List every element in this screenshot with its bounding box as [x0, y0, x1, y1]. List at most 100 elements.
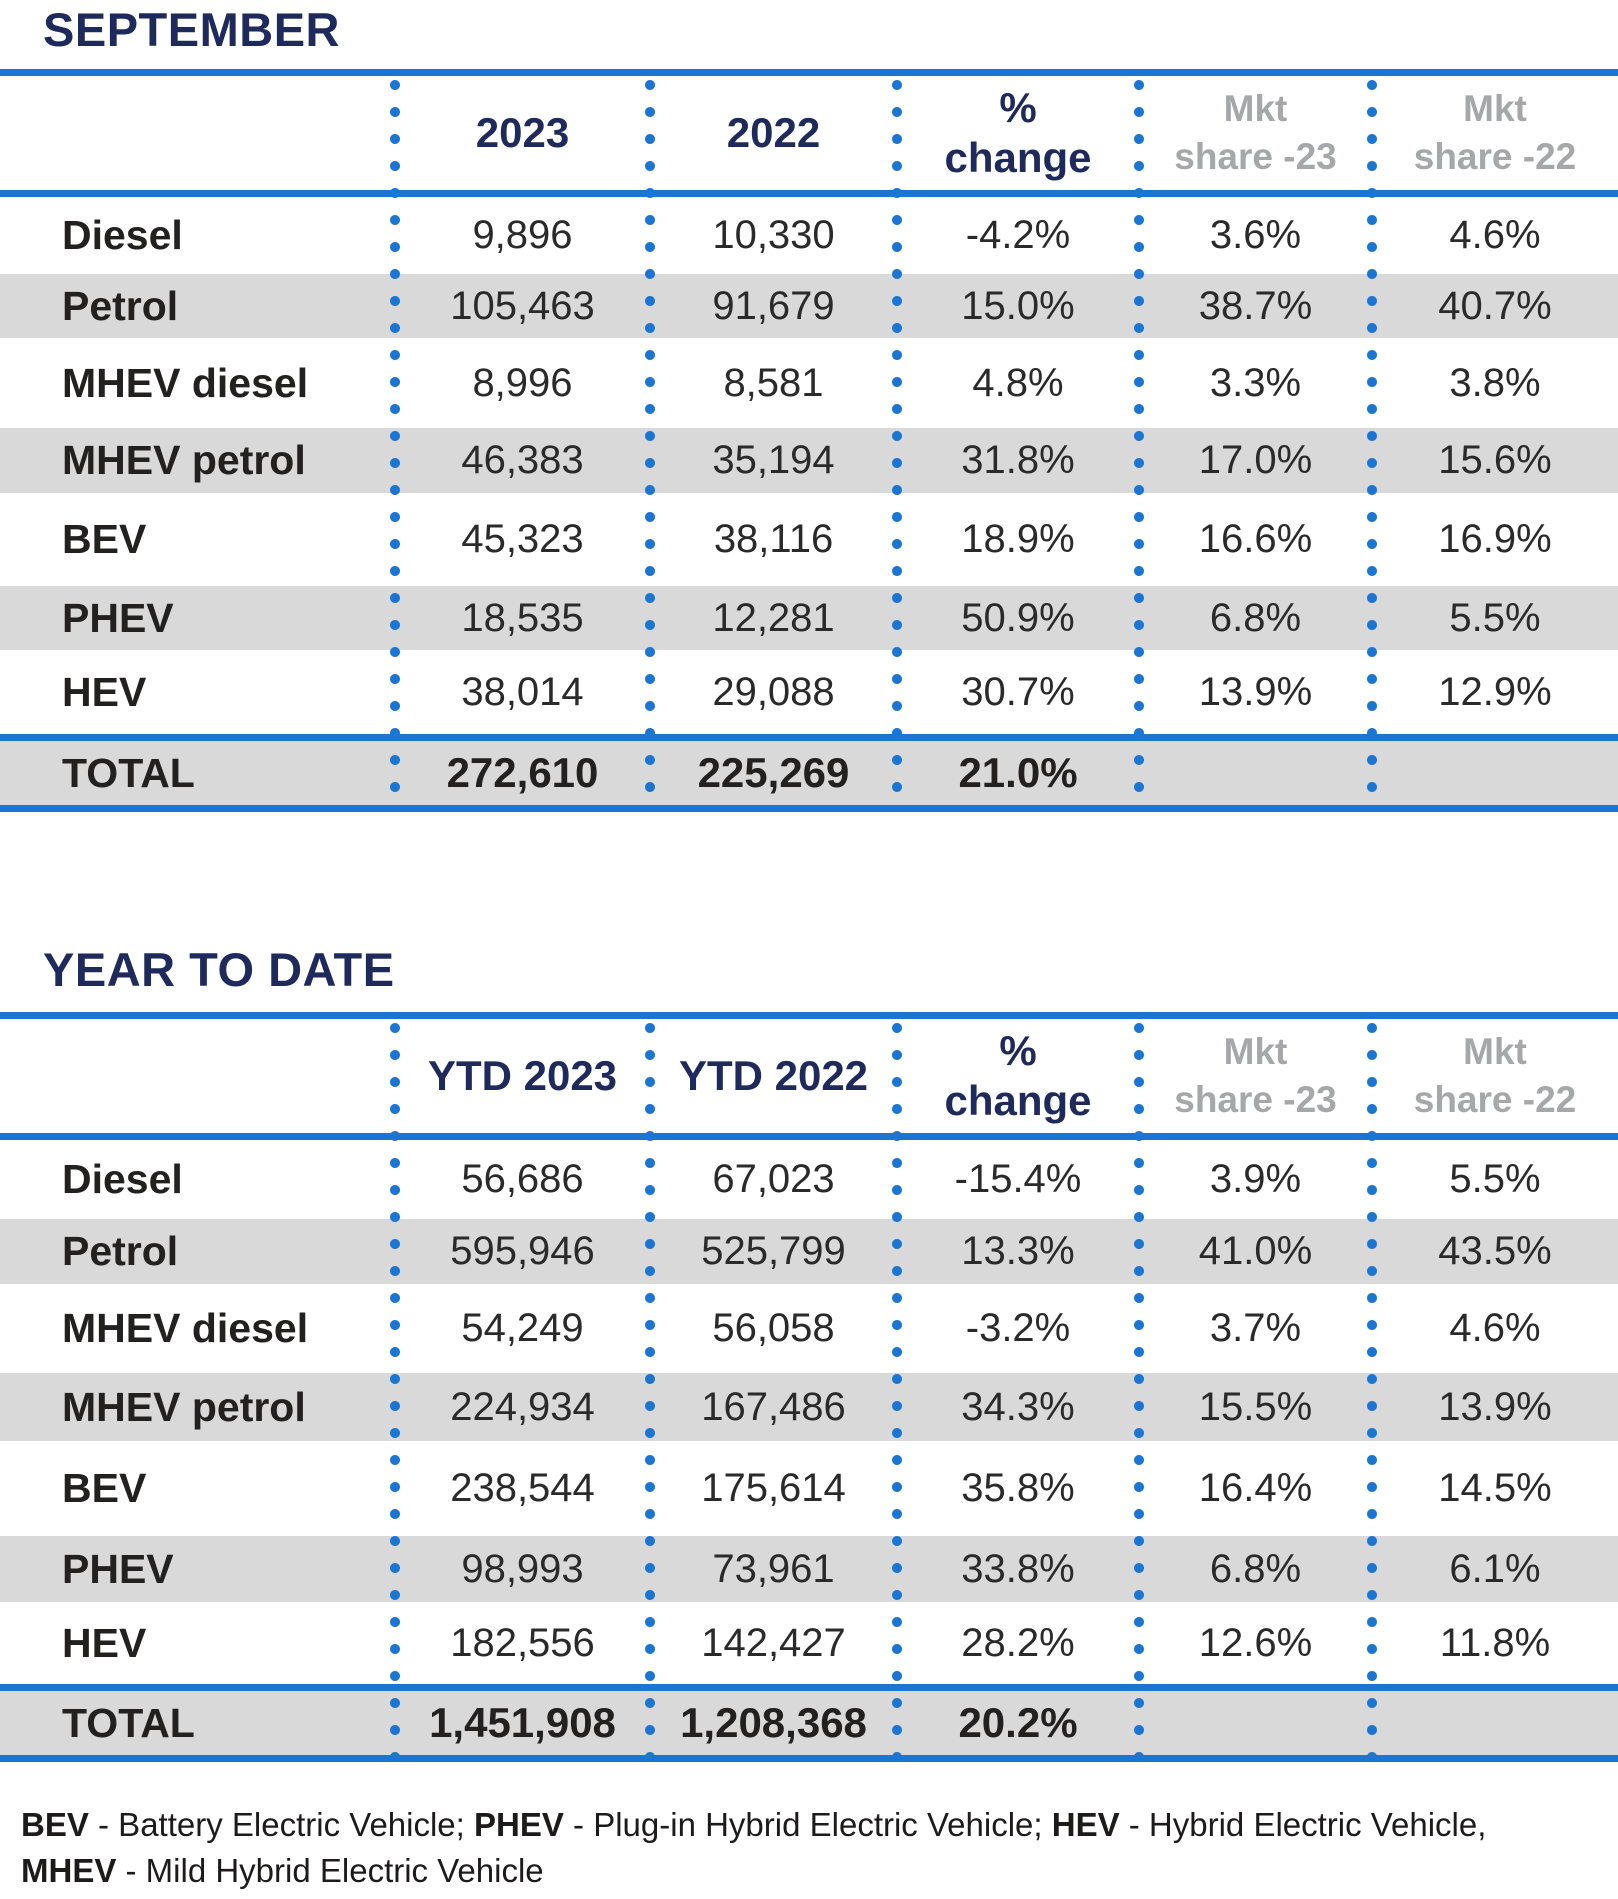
value-2023: 224,934	[450, 1384, 595, 1429]
column-header-line: %	[999, 84, 1037, 131]
horizontal-rule-top	[0, 69, 1618, 76]
row-label: MHEV petrol	[62, 437, 306, 483]
value-2023: 18,535	[461, 595, 584, 640]
row-label: Petrol	[62, 1228, 179, 1274]
value-2023: 9,896	[472, 213, 573, 257]
row-label: Petrol	[62, 282, 179, 329]
value-mkt-share-22: 12.9%	[1438, 669, 1552, 714]
value-mkt-share-22: 40.7%	[1438, 283, 1552, 328]
value-mkt-share-22: 5.5%	[1449, 595, 1541, 640]
table-row: HEV 38,014 29,088 30.7% 13.9% 12.9%	[0, 650, 1618, 734]
value-mkt-share-23: 17.0%	[1198, 438, 1313, 482]
footnote-line: MHEV - Mild Hybrid Electric Vehicle	[21, 1848, 1581, 1894]
column-header-line: change	[944, 1077, 1092, 1124]
value-mkt-share-22: 15.6%	[1438, 438, 1552, 482]
value-2023: 8,996	[472, 360, 573, 405]
value-2022: 175,614	[701, 1466, 846, 1510]
value-2023: 182,556	[450, 1620, 595, 1665]
value-pct-change: 28.2%	[961, 1620, 1075, 1665]
value-pct-change: -3.2%	[965, 1306, 1071, 1350]
value-mkt-share-23: 3.9%	[1209, 1157, 1302, 1201]
row-label: PHEV	[62, 1545, 174, 1592]
column-header-line: Mkt	[1223, 88, 1288, 129]
column-header: Mkt share -22	[1372, 1028, 1618, 1124]
value-pct-change: -15.4%	[954, 1157, 1082, 1201]
value-2022: 8,581	[723, 360, 824, 405]
table-row: Petrol 105,463 91,679 15.0% 38.7% 40.7%	[0, 274, 1618, 338]
value-mkt-share-22: 4.6%	[1449, 1306, 1541, 1350]
column-header: Mkt share -23	[1139, 1028, 1372, 1124]
total-label: TOTAL	[62, 749, 195, 796]
value-2023: 98,993	[461, 1546, 584, 1591]
table-row: Petrol 595,946 525,799 13.3% 41.0% 43.5%	[0, 1219, 1618, 1284]
footnote-text: - Hybrid Electric Vehicle,	[1119, 1806, 1487, 1843]
value-2023: 238,544	[450, 1466, 595, 1510]
value-mkt-share-22: 14.5%	[1438, 1466, 1552, 1510]
column-header: % change	[897, 1026, 1139, 1126]
value-pct-change: 34.3%	[961, 1384, 1075, 1429]
column-header-line: share -22	[1413, 1079, 1577, 1120]
value-2022: 73,961	[712, 1546, 835, 1591]
value-2023: 595,946	[450, 1229, 595, 1273]
table-row: MHEV petrol 46,383 35,194 31.8% 17.0% 15.6%	[0, 428, 1618, 493]
row-label: Diesel	[62, 212, 183, 258]
column-header: YTD 2022	[650, 1051, 897, 1101]
value-mkt-share-22: 13.9%	[1438, 1384, 1552, 1429]
column-header-line: Mkt	[1463, 88, 1527, 129]
horizontal-rule-top	[0, 1012, 1618, 1019]
horizontal-rule-bottom	[0, 805, 1618, 812]
value-2022: 38,116	[713, 517, 834, 561]
footnote-text: - Battery Electric Vehicle;	[88, 1806, 474, 1843]
value-2022: 91,679	[712, 283, 835, 328]
year-to-date-table: YTD 2023 YTD 2022% change Mkt share -23 Mkt sh…	[0, 1012, 1618, 1762]
column-header-line: share -23	[1174, 136, 1337, 177]
column-header: Mkt share -23	[1139, 85, 1372, 181]
total-label: TOTAL	[62, 1699, 195, 1746]
column-header-line: Mkt	[1223, 1031, 1288, 1072]
table-row: BEV 238,544 175,614 35.8% 16.4% 14.5%	[0, 1441, 1618, 1536]
value-2022: 167,486	[701, 1384, 846, 1429]
year-to-date-table-title: YEAR TO DATE	[43, 943, 395, 996]
column-header-line: change	[944, 134, 1092, 181]
horizontal-rule-above-total	[0, 734, 1618, 741]
total-row: TOTAL 272,610 225,269 21.0%	[0, 741, 1618, 805]
value-pct-change: 18.9%	[961, 517, 1075, 561]
row-label: BEV	[62, 1465, 147, 1511]
footnote-text: - Plug-in Hybrid Electric Vehicle;	[563, 1806, 1052, 1843]
table-row: PHEV 18,535 12,281 50.9% 6.8% 5.5%	[0, 586, 1618, 650]
value-mkt-share-23: 38.7%	[1198, 283, 1313, 328]
table-row: HEV 182,556 142,427 28.2% 12.6% 11.8%	[0, 1602, 1618, 1684]
value-mkt-share-23: 15.5%	[1198, 1384, 1313, 1429]
table-row: Diesel 9,896 10,330 -4.2% 3.6% 4.6%	[0, 197, 1618, 274]
total-value-2022: 1,208,368	[680, 1699, 867, 1746]
value-pct-change: 15.0%	[961, 283, 1075, 328]
value-2023: 56,686	[461, 1157, 584, 1201]
column-header: YTD 2023	[395, 1051, 650, 1101]
horizontal-rule-header	[0, 190, 1618, 197]
column-header-row: YTD 2023 YTD 2022% change Mkt share -23 Mkt sh…	[0, 1019, 1618, 1133]
value-pct-change: 4.8%	[972, 360, 1064, 405]
table-row: PHEV 98,993 73,961 33.8% 6.8% 6.1%	[0, 1536, 1618, 1602]
total-value-pct-change: 21.0%	[958, 749, 1078, 796]
value-mkt-share-23: 3.3%	[1209, 360, 1302, 405]
value-pct-change: 35.8%	[961, 1466, 1075, 1510]
value-mkt-share-22: 16.9%	[1438, 517, 1552, 561]
row-label: MHEV diesel	[62, 359, 309, 406]
value-pct-change: 31.8%	[961, 438, 1075, 482]
value-mkt-share-23: 41.0%	[1198, 1229, 1313, 1273]
column-header-line: share -23	[1174, 1079, 1337, 1120]
column-header-line: 2023	[475, 109, 570, 156]
column-header: 2022	[650, 108, 897, 158]
column-header: % change	[897, 83, 1139, 183]
column-header: 2023	[395, 108, 650, 158]
footnote-line: BEV - Battery Electric Vehicle; PHEV - P…	[21, 1802, 1581, 1848]
row-label: HEV	[62, 668, 147, 715]
column-header-line: Mkt	[1463, 1031, 1527, 1072]
value-2022: 35,194	[712, 438, 835, 482]
column-header-line: YTD 2023	[427, 1052, 618, 1099]
value-pct-change: 50.9%	[961, 595, 1075, 640]
horizontal-rule-header	[0, 1133, 1618, 1140]
row-label: Diesel	[62, 1156, 183, 1202]
value-2022: 29,088	[712, 669, 835, 714]
value-2023: 45,323	[461, 517, 584, 561]
